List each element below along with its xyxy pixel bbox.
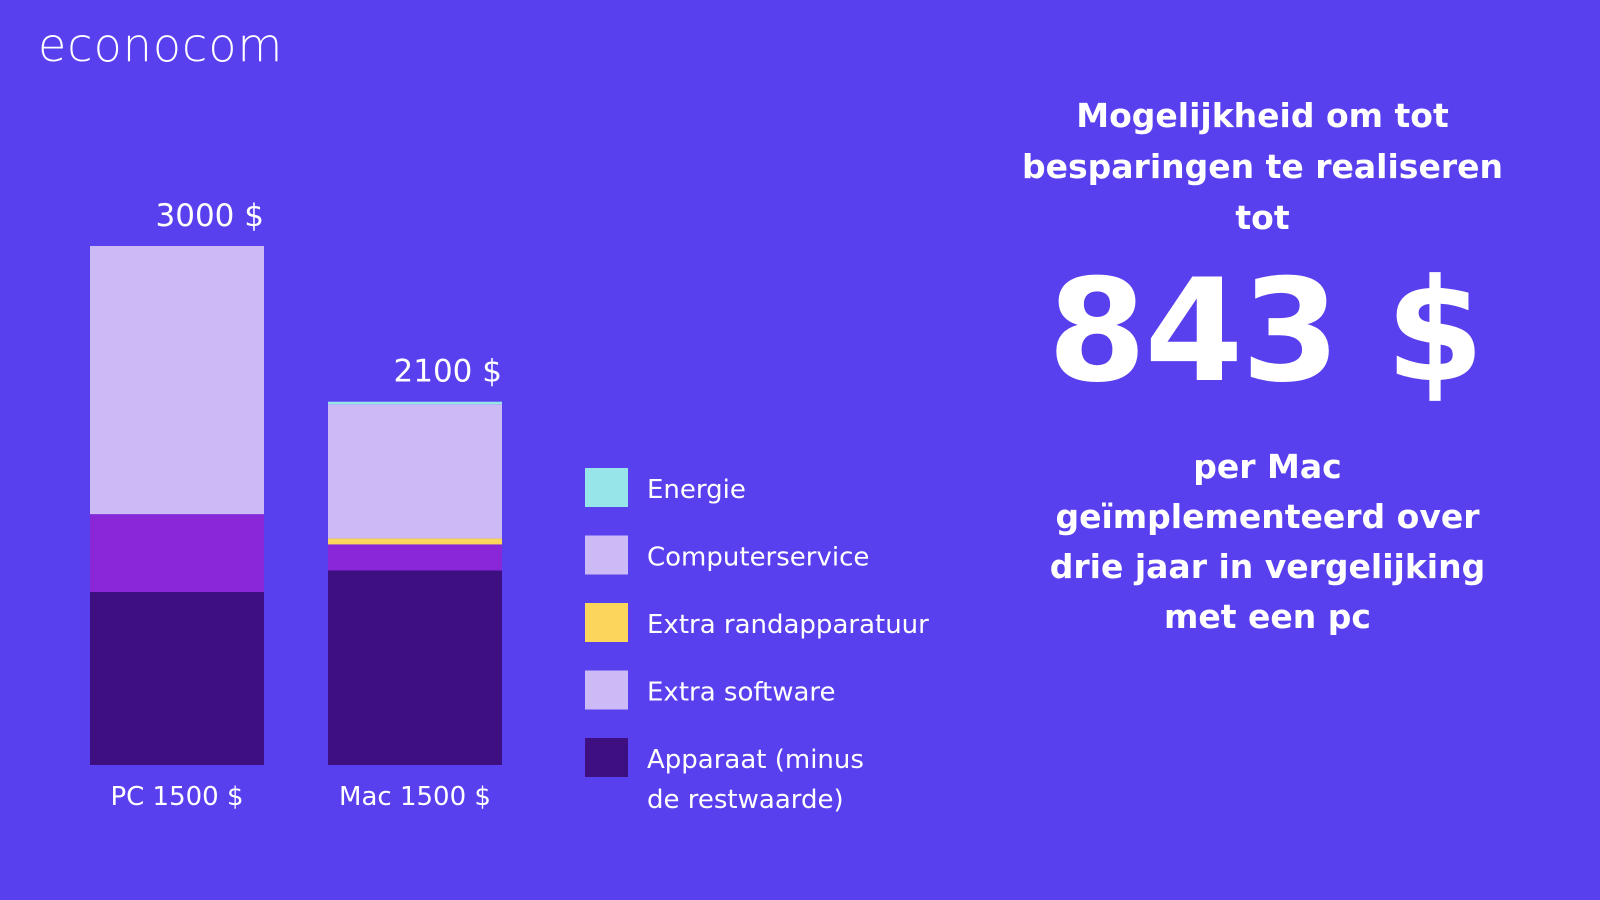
category-label: Mac 1500 $: [339, 782, 491, 812]
subline-line: met een pc: [1164, 597, 1371, 636]
subline-line: per Mac: [1193, 447, 1342, 486]
legend-label: Extra randapparatuur: [647, 610, 929, 640]
category-label: PC 1500 $: [110, 782, 243, 812]
bar-total-label: 2100 $: [394, 354, 502, 390]
legend-swatch: [585, 468, 628, 507]
headline-line: besparingen te realiseren: [1022, 147, 1503, 186]
legend-swatch: [585, 603, 628, 642]
savings-subline: per Mac geïmplementeerd over drie jaar i…: [1000, 442, 1535, 642]
legend-label: Apparaat (minus: [647, 745, 864, 775]
headline-line: Mogelijkheid om tot: [1076, 96, 1449, 135]
legend-label: de restwaarde): [647, 785, 844, 815]
bar-total-label: 3000 $: [156, 198, 264, 234]
subline-line: drie jaar in vergelijking: [1049, 547, 1486, 586]
bar-segment: [328, 544, 502, 571]
legend-swatch: [585, 535, 628, 575]
stacked-bar-chart: PC 1500 $ 3000 $ Mac 1500 $ 2100 $ Energie Co…: [90, 198, 929, 815]
bar-segment: [328, 404, 502, 539]
econocom-logo: econocom: [38, 18, 284, 72]
bar-segment: [328, 538, 502, 545]
legend-swatch: [585, 670, 628, 710]
bar-segment: [90, 514, 264, 592]
bar-segment: [90, 246, 264, 515]
legend-swatch: [585, 738, 628, 777]
legend-label: Extra software: [647, 678, 836, 708]
bar-segment: [328, 401, 502, 405]
legend-label: Energie: [647, 475, 746, 505]
bar-segment: [90, 592, 264, 765]
savings-amount: 843 $: [1047, 249, 1485, 414]
bar-segment: [328, 570, 502, 765]
savings-headline: Mogelijkheid om tot besparingen te reali…: [1000, 90, 1525, 243]
legend-label: Computerservice: [647, 543, 869, 573]
headline-line: tot: [1235, 198, 1290, 237]
subline-line: geïmplementeerd over: [1055, 497, 1480, 536]
